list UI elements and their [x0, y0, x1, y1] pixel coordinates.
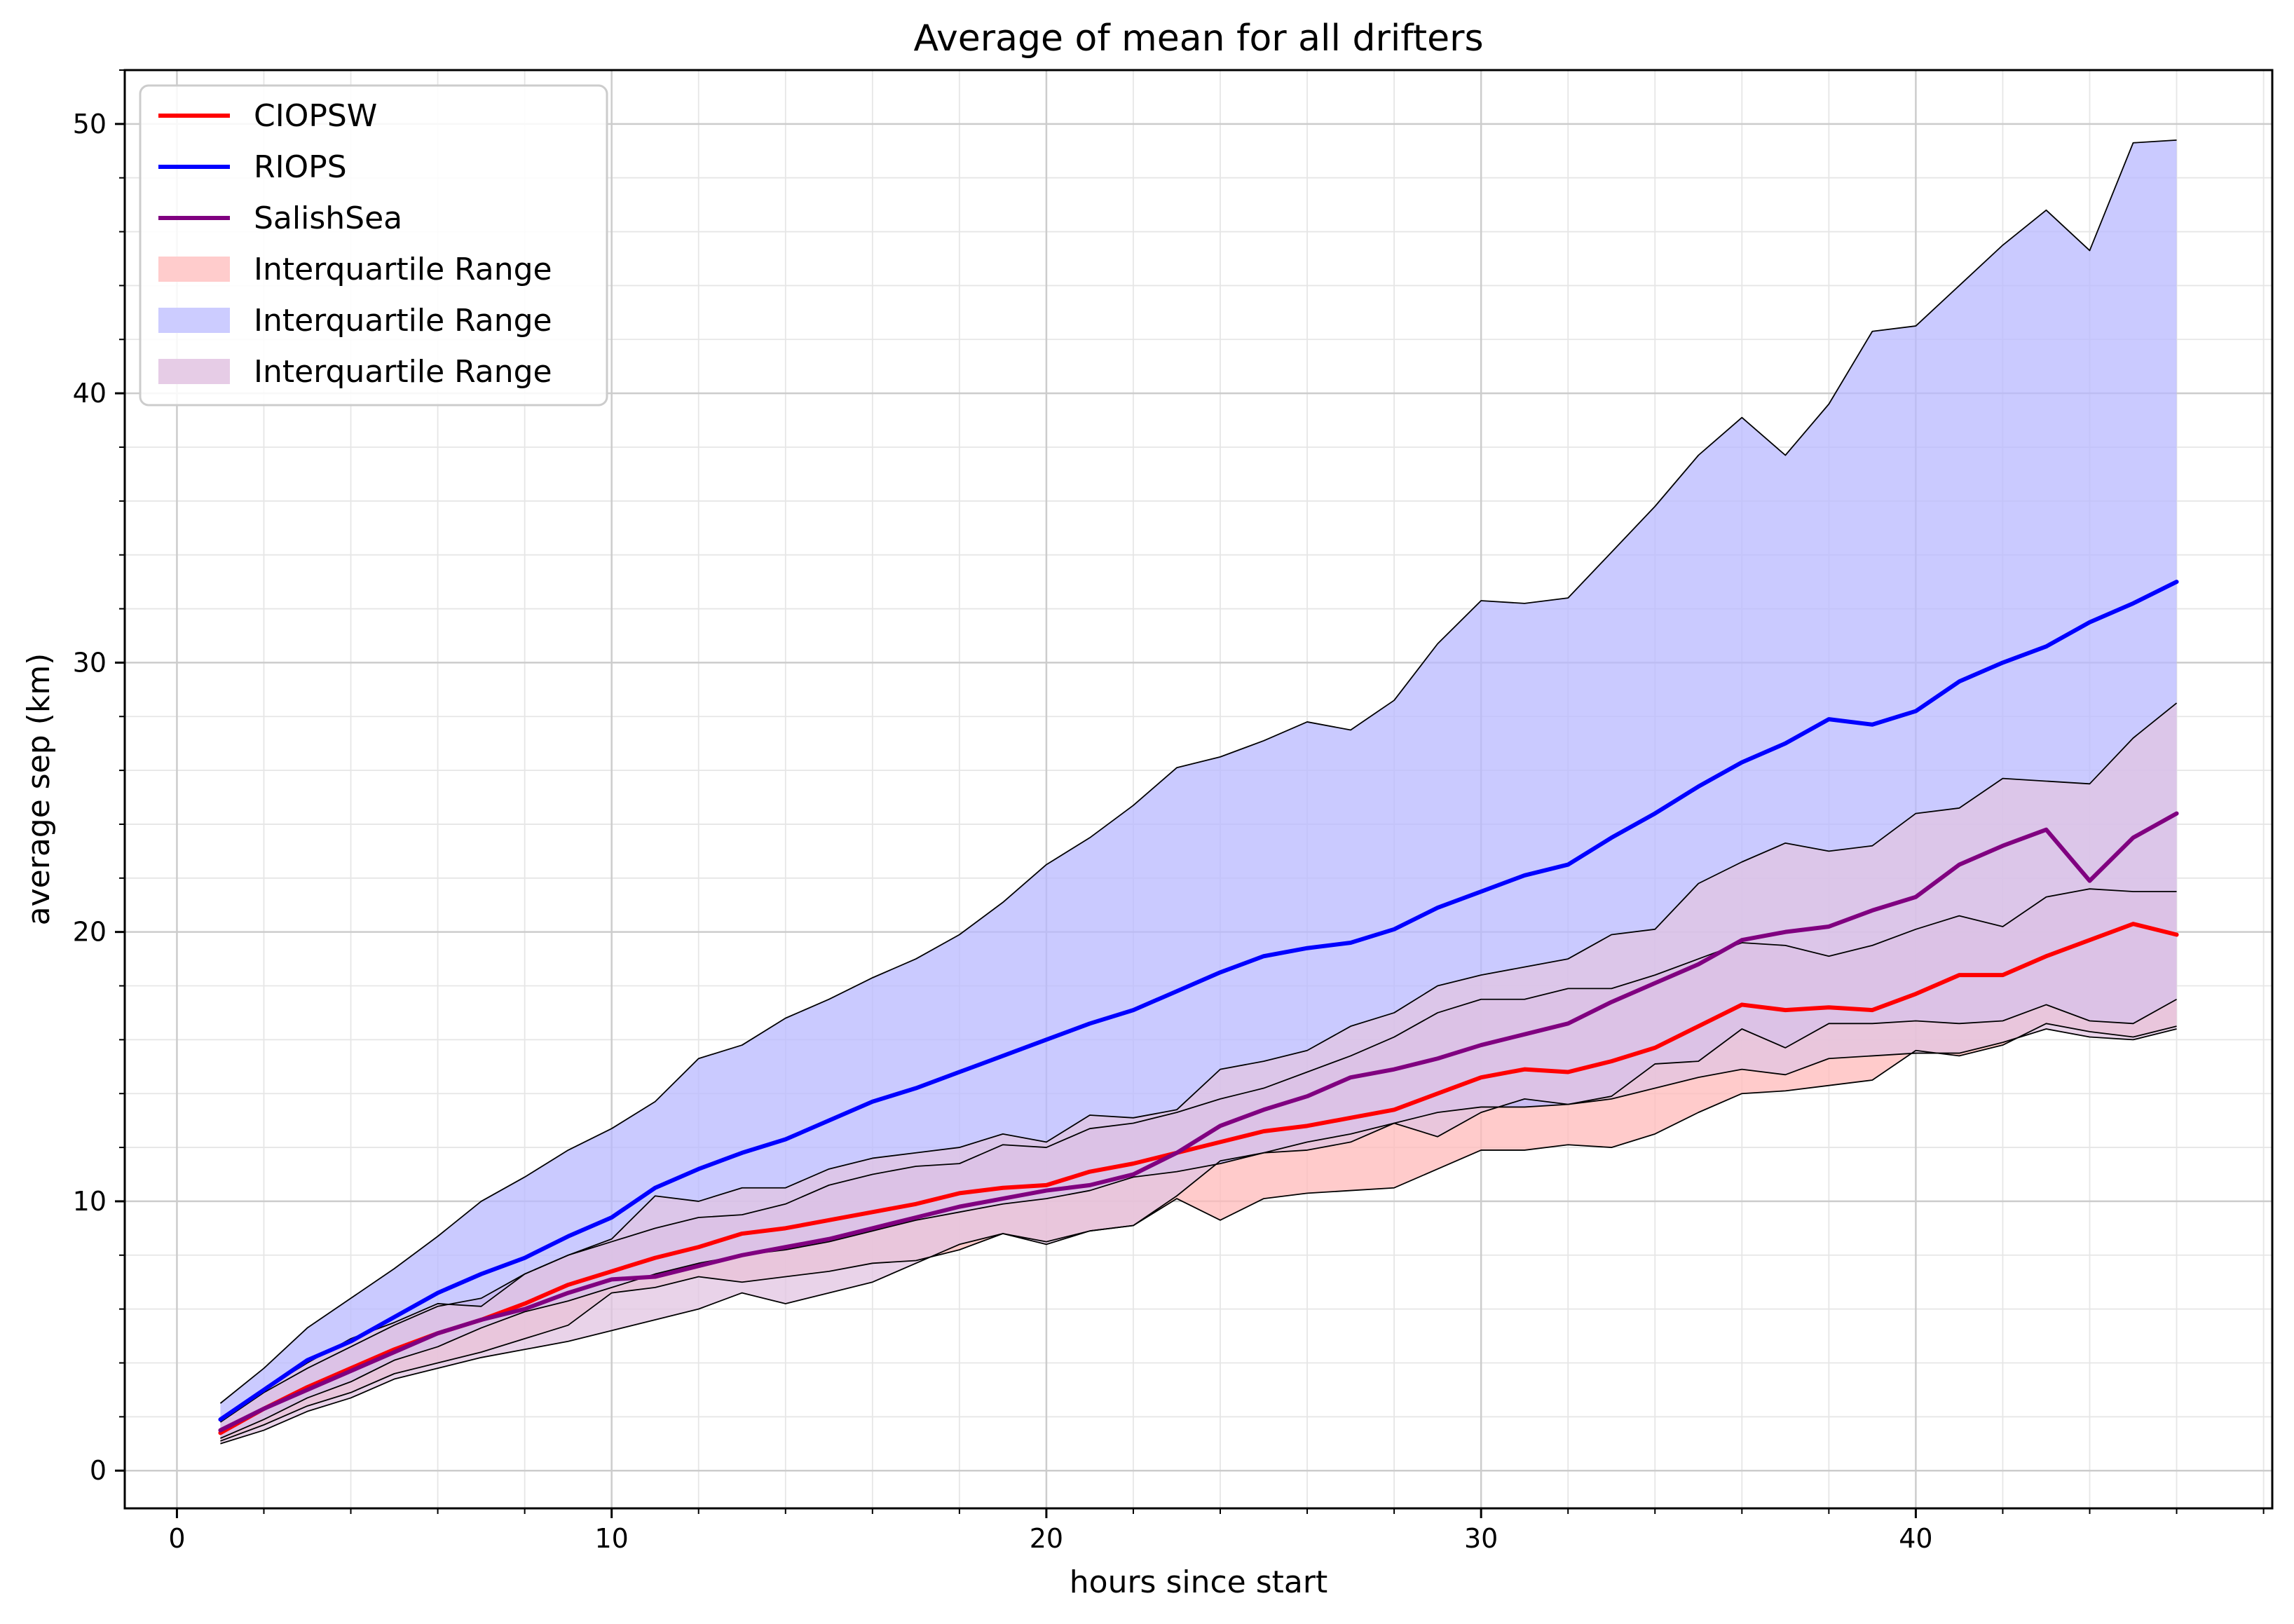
- x-axis-label: hours since start: [1070, 1564, 1327, 1600]
- legend-label: CIOPSW: [254, 98, 377, 134]
- x-tick-label: 40: [1899, 1523, 1932, 1554]
- y-tick-label: 40: [73, 378, 107, 409]
- legend-label: Interquartile Range: [254, 252, 552, 287]
- iqr-edge-q3-salishsea: [219, 702, 2178, 1420]
- chart-title: Average of mean for all drifters: [913, 18, 1483, 60]
- y-tick-label: 20: [73, 917, 107, 948]
- y-tick-label: 0: [90, 1455, 107, 1486]
- legend-patch-swatch: [158, 257, 230, 282]
- y-tick-label: 50: [73, 109, 107, 139]
- y-axis-label: average sep (km): [21, 653, 57, 926]
- series-lines: [218, 580, 2179, 1435]
- interquartile-bands: [219, 139, 2178, 1445]
- plot-frame: [123, 69, 2274, 1510]
- x-tick-label: 20: [1030, 1523, 1063, 1554]
- legend-box: [139, 84, 608, 407]
- legend-label: RIOPS: [254, 149, 347, 185]
- iqr-edge-q1-riops: [220, 998, 2177, 1439]
- x-tick-label: 10: [594, 1523, 628, 1554]
- series-line-salishsea: [218, 811, 2179, 1433]
- legend-label: Interquartile Range: [254, 303, 552, 339]
- legend: CIOPSW RIOPS SalishSea Interquartile Range I…: [139, 84, 608, 407]
- y-tick-label: 30: [73, 647, 107, 678]
- legend-patch-swatch: [158, 308, 230, 333]
- legend-label: SalishSea: [254, 200, 402, 236]
- iqr-edge-q1-salishsea: [220, 1028, 2177, 1445]
- x-tick-label: 0: [168, 1523, 185, 1554]
- y-tick-label: 10: [73, 1186, 107, 1217]
- iqr-edge-q1-ciopsw: [220, 1023, 2177, 1442]
- iqr-band-salishsea: [220, 703, 2177, 1444]
- x-tick-label: 30: [1464, 1523, 1498, 1554]
- legend-label: Interquartile Range: [254, 354, 552, 390]
- iqr-band-riops: [220, 139, 2177, 1439]
- legend-patch-swatch: [158, 359, 230, 384]
- series-line-riops: [218, 580, 2179, 1422]
- iqr-edge-q3-riops: [219, 139, 2177, 1404]
- series-line-ciopsw: [218, 922, 2179, 1435]
- axis-ticks: 0 10 20 30 40 0 10 20 30 40 50: [73, 69, 2265, 1554]
